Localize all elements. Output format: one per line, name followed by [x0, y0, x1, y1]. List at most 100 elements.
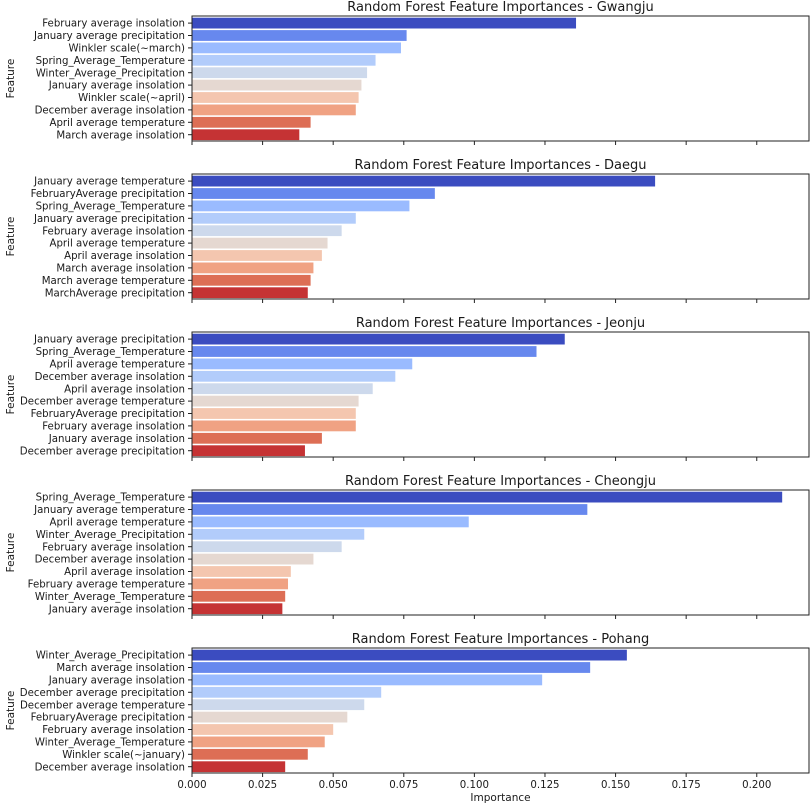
bar — [192, 578, 289, 590]
bar — [192, 200, 410, 212]
y-tick-label: January average precipitation — [33, 335, 185, 346]
y-tick-label: February average insolation — [42, 422, 185, 433]
y-tick-label: April average insolation — [64, 384, 185, 395]
bar — [192, 699, 365, 711]
bar — [192, 603, 283, 615]
bar — [192, 42, 401, 54]
y-tick-label: December average insolation — [35, 555, 185, 566]
y-tick-label: FebruaryAverage precipitation — [31, 409, 185, 420]
bar — [192, 262, 314, 274]
bar — [192, 432, 322, 444]
bar — [192, 420, 356, 432]
y-tick-label: February average insolation — [42, 226, 185, 237]
y-tick-label: March average temperature — [42, 276, 185, 287]
y-tick-label: Winkler scale(~april) — [78, 93, 185, 104]
chart-title: Random Forest Feature Importances - Gwan… — [347, 0, 653, 15]
y-tick-label: December average insolation — [35, 372, 185, 383]
y-tick-label: December average precipitation — [20, 688, 185, 699]
x-tick-label: 0.125 — [530, 780, 559, 791]
x-tick-label: 0.150 — [601, 780, 630, 791]
bar — [192, 104, 356, 116]
y-tick-label: December average temperature — [20, 397, 185, 408]
y-axis-label: Feature — [5, 59, 17, 99]
chart-title: Random Forest Feature Importances - Poha… — [352, 632, 650, 647]
y-tick-label: April average temperature — [49, 518, 185, 529]
y-tick-label: December average insolation — [35, 762, 185, 773]
bar — [192, 395, 359, 407]
bar — [192, 711, 348, 723]
y-tick-label: February average insolation — [42, 19, 185, 30]
plot-frame — [191, 647, 810, 774]
plot-frame — [191, 489, 810, 616]
y-tick-label: January average insolation — [48, 604, 185, 615]
y-tick-label: March average insolation — [56, 130, 185, 141]
bar — [192, 736, 325, 748]
y-tick-label: January average insolation — [48, 81, 185, 92]
y-tick-label: Spring_Average_Temperature — [36, 56, 185, 67]
y-tick-label: April average insolation — [64, 251, 185, 262]
bar — [192, 212, 356, 224]
bar — [192, 686, 382, 698]
y-tick-label: MarchAverage precipitation — [45, 288, 185, 299]
y-tick-label: Winkler scale(~january) — [62, 750, 185, 761]
bar — [192, 491, 783, 503]
y-tick-label: January average temperature — [33, 177, 185, 188]
x-tick-label: 0.000 — [177, 780, 206, 791]
bar — [192, 175, 656, 187]
x-tick-label: 0.100 — [460, 780, 489, 791]
y-tick-label: April average temperature — [49, 360, 185, 371]
bar — [192, 358, 413, 370]
bar — [192, 346, 537, 357]
y-tick-label: December average precipitation — [20, 446, 185, 457]
y-tick-label: December average temperature — [20, 700, 185, 711]
bar — [192, 748, 308, 760]
y-tick-label: January average insolation — [48, 434, 185, 445]
y-axis-label: Feature — [5, 217, 17, 257]
bar — [192, 129, 300, 141]
y-axis-label: Feature — [5, 533, 17, 573]
y-tick-label: Spring_Average_Temperature — [36, 202, 185, 213]
x-tick-label: 0.050 — [319, 780, 348, 791]
bar — [192, 274, 311, 286]
chart-title: Random Forest Feature Importances - Daeg… — [355, 158, 647, 173]
y-tick-label: FebruaryAverage precipitation — [31, 713, 185, 724]
bar — [192, 590, 286, 602]
bar — [192, 566, 291, 577]
y-tick-label: January average precipitation — [33, 31, 185, 42]
y-tick-label: December average insolation — [35, 106, 185, 117]
y-tick-label: February average insolation — [42, 725, 185, 736]
y-tick-label: Winter_Average_Temperature — [35, 738, 185, 749]
x-tick-label: 0.025 — [248, 780, 277, 791]
bar — [192, 287, 308, 299]
bar — [192, 92, 359, 103]
bar — [192, 67, 368, 79]
x-tick-label: 0.175 — [672, 780, 701, 791]
bar — [192, 54, 376, 66]
bar — [192, 188, 435, 199]
x-axis-label: Importance — [470, 792, 530, 804]
y-tick-label: March average insolation — [56, 663, 185, 674]
y-axis-label: Feature — [5, 375, 17, 415]
bar — [192, 225, 342, 237]
y-tick-label: March average insolation — [56, 264, 185, 275]
bar — [192, 674, 543, 686]
bar — [192, 724, 334, 735]
bar — [192, 408, 356, 419]
y-tick-label: February average temperature — [28, 580, 185, 591]
bar — [192, 528, 365, 540]
y-tick-label: January average precipitation — [33, 214, 185, 225]
bar — [192, 662, 591, 673]
x-tick-label: 0.075 — [389, 780, 418, 791]
y-tick-label: Winter_Average_Precipitation — [36, 651, 185, 662]
x-tick-label: 0.200 — [742, 780, 771, 791]
bar — [192, 116, 311, 128]
y-tick-label: April average temperature — [49, 239, 185, 250]
plot-frame — [191, 15, 810, 142]
bar — [192, 237, 328, 249]
y-tick-label: February average insolation — [42, 542, 185, 553]
plot-frame — [191, 331, 810, 458]
bar — [192, 383, 373, 395]
y-tick-label: Winter_Average_Precipitation — [36, 530, 185, 541]
bar — [192, 17, 577, 29]
